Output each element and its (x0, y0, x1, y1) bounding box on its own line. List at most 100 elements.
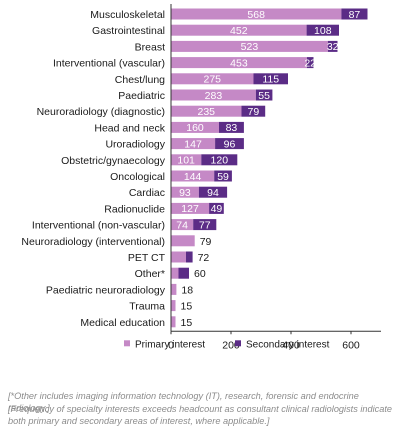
legend-swatch-primary (124, 340, 130, 347)
category-label: Interventional (vascular) (53, 58, 165, 70)
category-label: Paediatric (118, 90, 165, 102)
bar-secondary (186, 251, 193, 263)
legend-label-primary: Primary interest (135, 339, 205, 350)
bar-primary (171, 57, 307, 69)
bar-secondary (209, 202, 224, 214)
bar-secondary (306, 57, 314, 69)
data-label-primary: 160 (186, 122, 204, 134)
data-label-total: 15 (181, 301, 193, 313)
bar-primary (171, 170, 215, 182)
data-label-primary: 127 (181, 203, 199, 215)
category-label: Interventional (non-vascular) (32, 220, 165, 232)
bar-primary (171, 219, 194, 231)
data-label-primary: 283 (205, 90, 223, 102)
legend-label-secondary: Secondary interest (246, 339, 330, 350)
category-label: Neuroradiology (diagnostic) (37, 106, 165, 118)
legend-swatch-secondary (235, 340, 241, 347)
bar-primary (171, 202, 210, 214)
x-tick-label: 400 (282, 339, 300, 351)
bar-primary (171, 121, 219, 133)
stacked-bar-chart: Musculoskeletal 568 87 Gastrointestinal 452 1… (21, 4, 381, 351)
bar-secondary (215, 138, 244, 150)
bar-primary (171, 267, 179, 279)
x-tick-label: 0 (168, 339, 174, 351)
x-tick-label: 600 (342, 339, 360, 351)
data-label-total: 15 (181, 317, 193, 329)
data-label-primary: 101 (177, 155, 195, 167)
bar-secondary (201, 154, 238, 166)
data-label-primary: 275 (203, 74, 221, 86)
data-label-secondary: 115 (262, 74, 279, 86)
bar-secondary (327, 40, 338, 52)
bar-secondary (306, 24, 339, 36)
bar-secondary (198, 186, 228, 198)
bar-primary (171, 251, 186, 263)
bar-secondary (241, 105, 266, 117)
category-label: Chest/lung (115, 74, 165, 86)
bar-secondary (255, 89, 273, 101)
category-label: Neuroradiology (interventional) (21, 236, 165, 248)
category-label: Other* (135, 268, 165, 280)
category-label: PET CT (128, 252, 166, 264)
category-label: Head and neck (94, 122, 165, 134)
bar-primary (171, 8, 342, 20)
data-label-total: 79 (200, 236, 212, 248)
category-label: Gastrointestinal (92, 25, 165, 37)
footnote-other: [*Other includes imaging information tec… (8, 391, 359, 413)
data-label-total: 60 (194, 268, 206, 280)
data-label-primary: 93 (179, 187, 191, 199)
data-label-secondary: 22 (304, 57, 316, 69)
category-label: Medical education (80, 317, 165, 329)
bar-secondary (253, 73, 288, 85)
category-label: Uroradiology (105, 139, 165, 151)
data-label-secondary: 55 (258, 90, 270, 102)
data-label-secondary: 94 (207, 187, 219, 199)
data-label-primary: 568 (247, 9, 265, 21)
bar-secondary (178, 267, 189, 279)
data-label-secondary: 77 (199, 219, 211, 231)
category-label: Oncological (110, 171, 165, 183)
data-label-secondary: 108 (314, 25, 332, 37)
bar-primary (171, 40, 328, 52)
bar-primary (171, 105, 242, 117)
data-label-secondary: 120 (211, 155, 229, 167)
data-label-secondary: 96 (224, 138, 236, 150)
data-label-primary: 452 (230, 25, 248, 37)
category-label: Trauma (129, 301, 165, 313)
data-label-primary: 74 (176, 219, 188, 231)
category-label: Obstetric/gynaecology (61, 155, 166, 167)
bar-primary (171, 316, 176, 328)
category-label: Breast (135, 41, 165, 53)
data-label-primary: 235 (197, 106, 215, 118)
footnote-frequency: [Frequency of specialty interests exceed… (8, 404, 393, 426)
data-label-total: 18 (181, 284, 193, 296)
category-label: Musculoskeletal (90, 9, 165, 21)
data-label-secondary: 49 (211, 203, 223, 215)
data-label-secondary: 87 (349, 9, 361, 21)
data-label-primary: 453 (230, 57, 248, 69)
bar-primary (171, 138, 216, 150)
category-label: Radionuclide (104, 203, 165, 215)
category-label: Paediatric neuroradiology (46, 284, 166, 296)
bar-primary (171, 154, 202, 166)
bar-primary (171, 235, 195, 247)
bar-primary (171, 186, 199, 198)
data-label-primary: 523 (241, 41, 259, 53)
bar-secondary (193, 219, 217, 231)
bar-primary (171, 89, 256, 101)
data-label-secondary: 83 (226, 122, 238, 134)
bar-primary (171, 24, 307, 36)
bar-primary (171, 73, 254, 85)
data-label-secondary: 79 (248, 106, 260, 118)
bar-secondary (214, 170, 232, 182)
data-label-primary: 144 (184, 171, 202, 183)
data-label-total: 72 (198, 252, 210, 264)
bar-primary (171, 283, 177, 295)
bar-secondary (341, 8, 368, 20)
data-label-secondary: 59 (217, 171, 229, 183)
category-label: Cardiac (129, 187, 165, 199)
bar-primary (171, 300, 176, 312)
bar-secondary (219, 121, 244, 133)
data-label-secondary: 32 (327, 41, 339, 53)
data-label-primary: 147 (184, 138, 202, 150)
